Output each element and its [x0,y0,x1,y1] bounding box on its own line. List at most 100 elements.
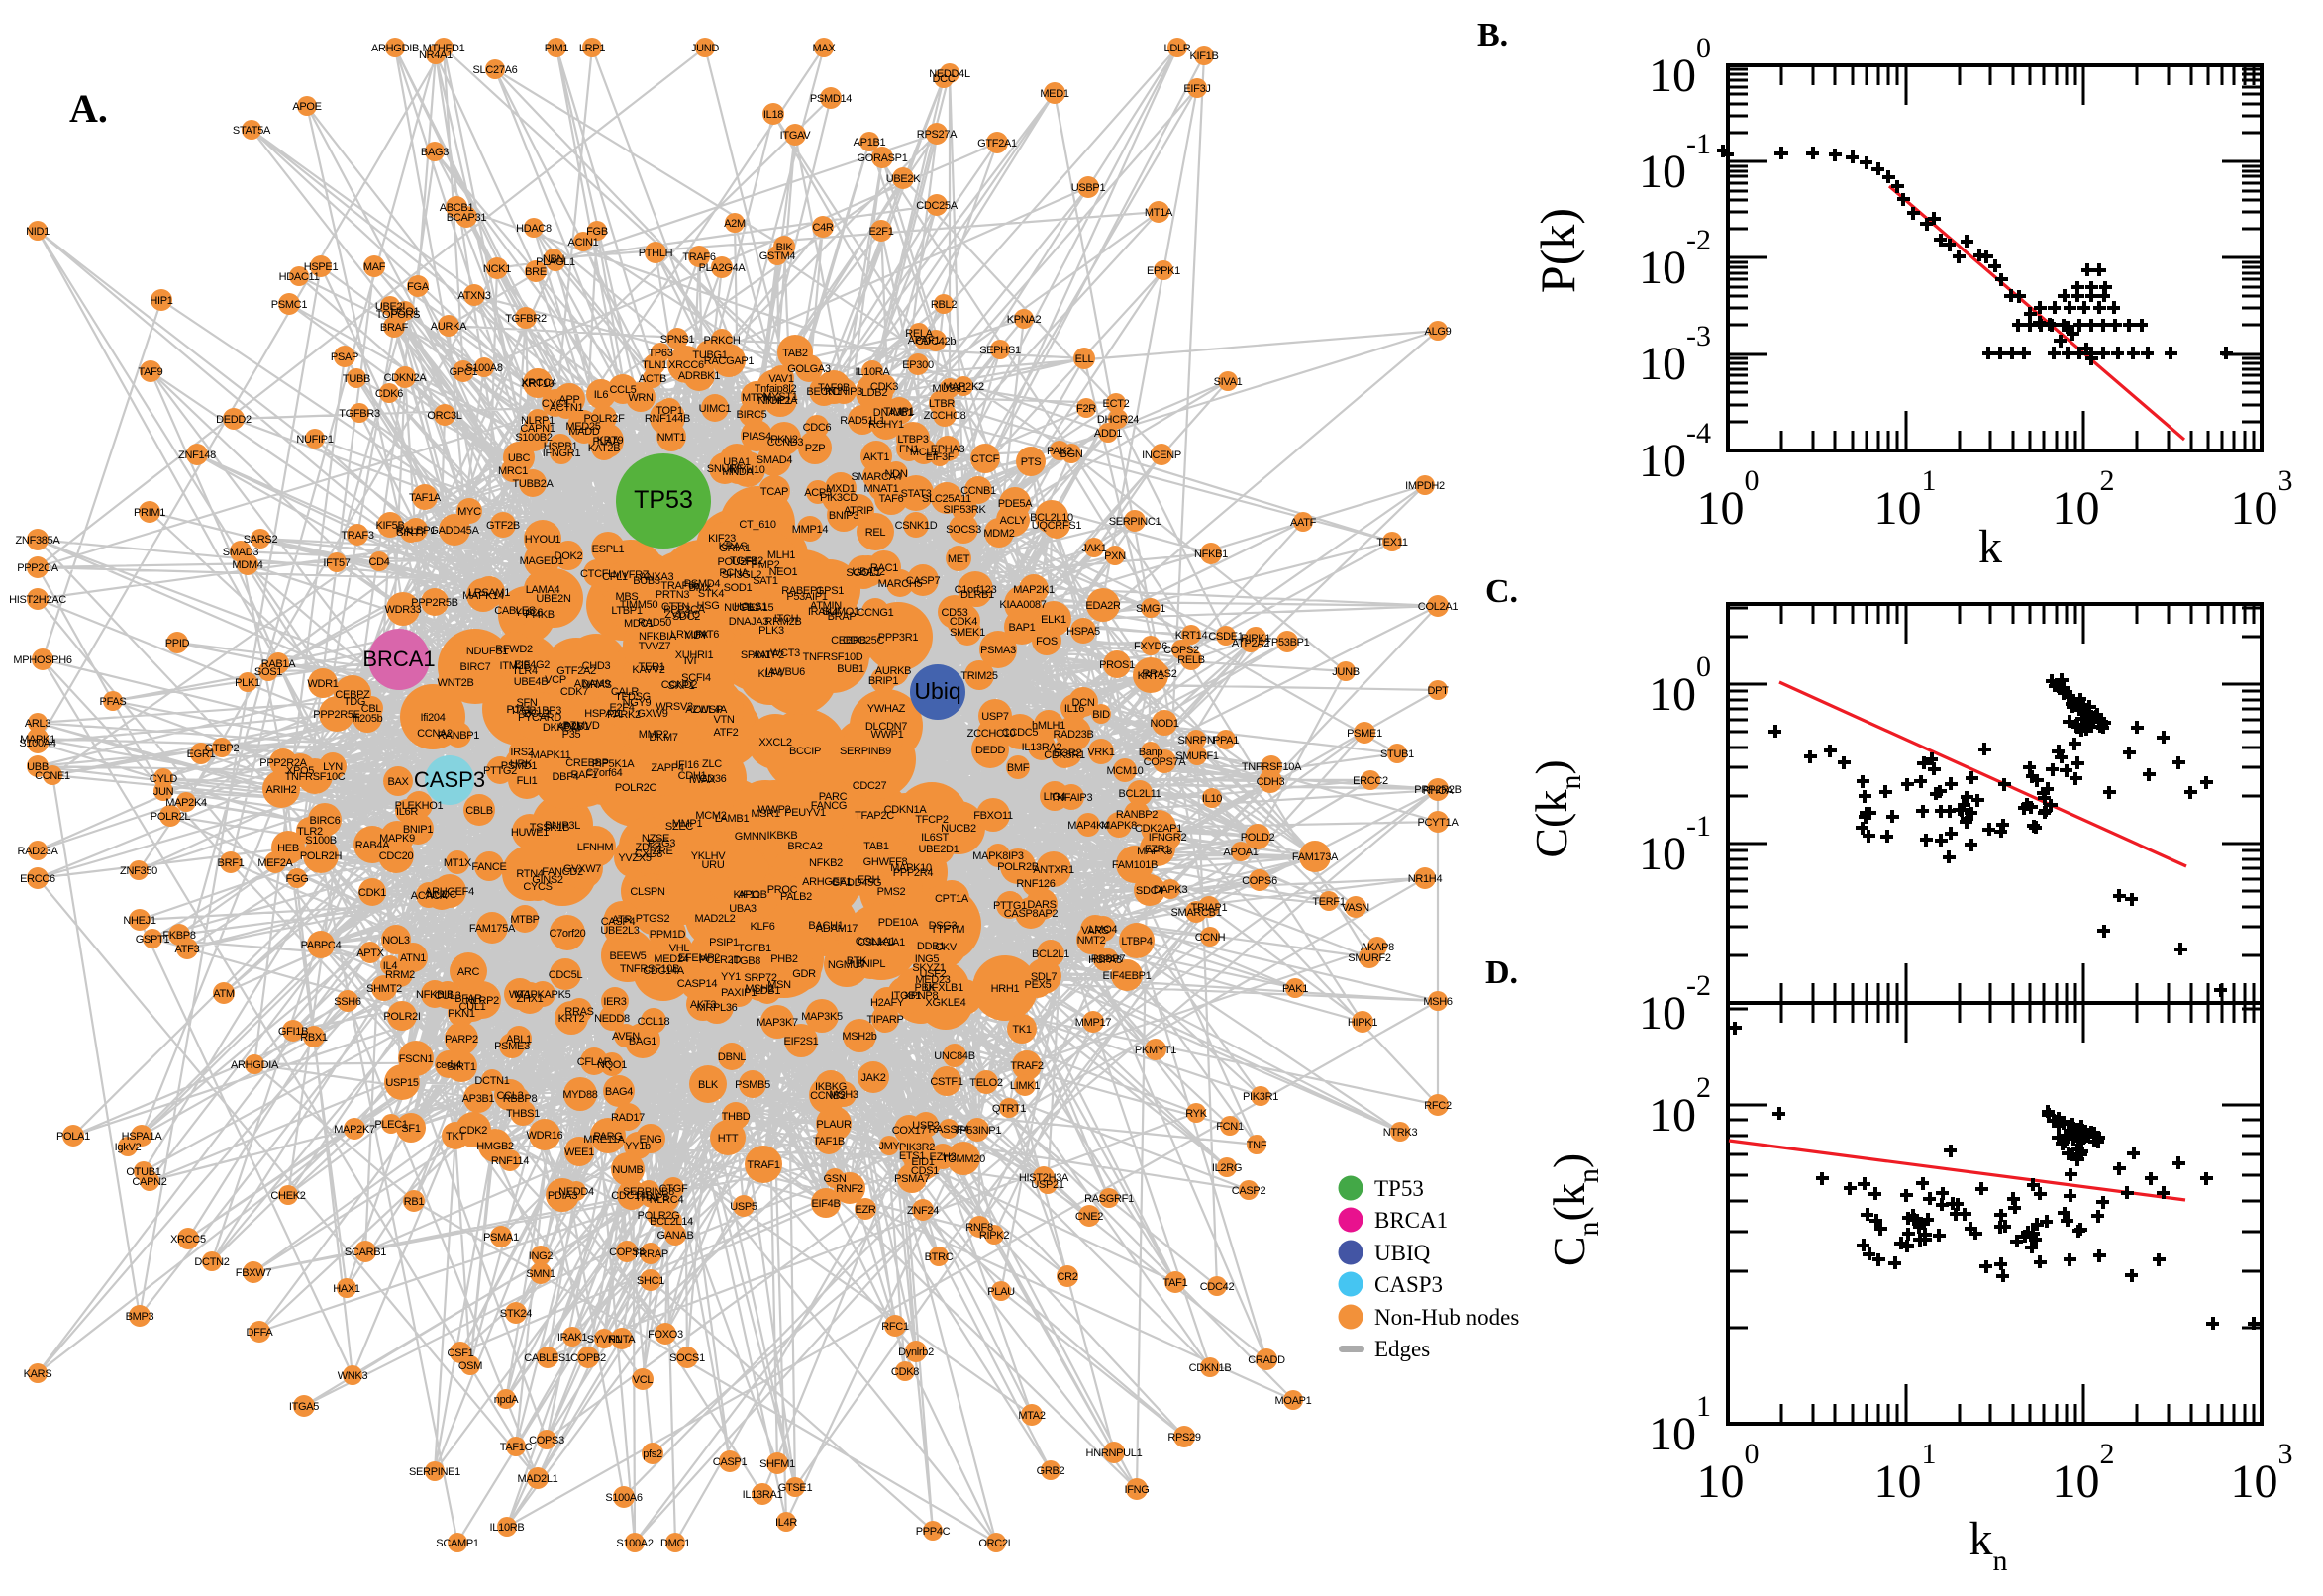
svg-text:APOA1: APOA1 [1223,847,1258,858]
svg-text:AKT3: AKT3 [690,999,716,1011]
svg-text:PSMA3: PSMA3 [980,645,1016,656]
svg-text:UBE4B: UBE4B [514,676,549,688]
svg-text:MAPK3: MAPK3 [1137,846,1172,857]
svg-text:RAD23A: RAD23A [18,846,59,857]
svg-text:PIK3R1: PIK3R1 [1243,1091,1278,1103]
svg-text:TNFRSF10D: TNFRSF10D [803,651,863,663]
svg-text:KIAA0087: KIAA0087 [999,599,1046,611]
svg-text:BCL2: BCL2 [524,708,550,720]
svg-text:ACLY: ACLY [1000,515,1028,527]
svg-text:HAX1: HAX1 [333,1283,360,1295]
svg-text:RASGRF1: RASGRF1 [1084,1193,1134,1205]
svg-text:COPS8: COPS8 [609,1247,645,1258]
svg-text:ced-4: ced-4 [436,1059,461,1071]
svg-text:HEB: HEB [277,843,299,854]
svg-text:MDC1: MDC1 [624,618,654,630]
svg-text:NRAS: NRAS [582,679,611,691]
svg-text:AATF2: AATF2 [753,649,784,661]
svg-text:FNTA: FNTA [609,1334,637,1346]
svg-text:PAK2: PAK2 [1047,446,1072,457]
svg-text:TERF1: TERF1 [1312,896,1346,908]
svg-text:YY1b: YY1b [625,1141,651,1152]
svg-text:IgkV2: IgkV2 [115,1142,142,1153]
svg-text:CSNK1A1: CSNK1A1 [858,937,905,948]
svg-text:CHEK2: CHEK2 [270,1190,305,1202]
svg-text:MSH2: MSH2 [745,983,774,995]
svg-text:EFEMP2: EFEMP2 [678,952,720,964]
svg-text:RB1: RB1 [404,1196,425,1208]
svg-text:Dynlrb2: Dynlrb2 [898,1347,934,1358]
svg-text:PPP2R2B: PPP2R2B [1414,784,1461,796]
svg-text:k: k [1978,521,2002,573]
svg-text:RASSF4: RASSF4 [929,1124,969,1136]
svg-text:MLH1: MLH1 [767,549,795,561]
svg-text:MAX: MAX [813,43,837,54]
svg-text:MDM4: MDM4 [232,559,262,571]
svg-text:MAP2K1: MAP2K1 [1013,584,1055,596]
svg-text:RTN4: RTN4 [516,868,544,880]
svg-text:RPS27A: RPS27A [917,129,958,141]
svg-text:PAXIP1: PAXIP1 [721,987,757,999]
svg-text:BIRC7: BIRC7 [460,661,491,673]
svg-text:TELO2: TELO2 [969,1077,1003,1089]
svg-text:RNF2: RNF2 [836,1183,863,1195]
svg-text:CDK4: CDK4 [950,616,977,628]
svg-text:EP300: EP300 [902,359,934,371]
svg-text:XPNP8: XPNP8 [904,990,939,1002]
svg-text:ATF2: ATF2 [714,727,739,739]
svg-text:GSPT1: GSPT1 [136,934,170,946]
svg-text:USP2: USP2 [912,1120,940,1132]
svg-text:PKMYT1: PKMYT1 [1135,1045,1176,1056]
svg-text:SERPINB9: SERPINB9 [840,746,891,757]
svg-text:NHEJ1: NHEJ1 [123,915,156,927]
svg-text:TGFBR2: TGFBR2 [505,313,547,325]
svg-text:CCND3: CCND3 [767,437,804,449]
svg-text:CASP4: CASP4 [601,916,636,928]
svg-text:RAC1: RAC1 [870,562,898,574]
svg-text:TGFB1: TGFB1 [738,943,771,954]
svg-text:PDE10A: PDE10A [878,917,919,929]
svg-text:MSN: MSN [767,979,791,991]
svg-text:PSME1: PSME1 [1347,728,1382,740]
svg-text:TLR4: TLR4 [512,665,538,677]
svg-text:CDC27: CDC27 [853,780,887,792]
svg-text:BMF: BMF [1007,762,1030,774]
svg-text:MMP17: MMP17 [1075,1017,1112,1029]
svg-text:UBB: UBB [27,761,49,773]
svg-text:SMN1: SMN1 [526,1268,556,1280]
svg-text:B.: B. [1477,17,1508,53]
svg-text:BTK: BTK [847,955,867,967]
svg-text:BAX: BAX [387,776,409,788]
svg-text:UBE2D1: UBE2D1 [919,844,960,855]
svg-text:RPS29: RPS29 [1167,1432,1201,1444]
svg-text:RBX1: RBX1 [300,1032,328,1044]
svg-text:AKT1: AKT1 [863,451,889,463]
svg-text:EZR: EZR [855,1204,875,1216]
svg-text:STAT3: STAT3 [900,488,931,500]
svg-text:CREBBP: CREBBP [565,757,608,769]
svg-text:KRT10: KRT10 [522,378,555,390]
svg-text:NZSE: NZSE [642,833,669,845]
svg-text:IFI16: IFI16 [675,759,699,771]
svg-text:LYN: LYN [323,761,343,773]
svg-text:PSMD4: PSMD4 [684,578,721,590]
svg-text:IL18: IL18 [763,109,783,121]
svg-text:SFN: SFN [516,697,537,709]
svg-text:GRB2: GRB2 [1037,1465,1065,1477]
svg-text:ADRBK1: ADRBK1 [678,370,720,382]
svg-text:POLR2C: POLR2C [615,782,657,794]
svg-text:ERCC6: ERCC6 [20,873,55,885]
svg-text:USO1: USO1 [391,306,420,318]
svg-text:NEDD4: NEDD4 [558,1186,594,1198]
svg-text:SOCS3: SOCS3 [946,524,981,536]
svg-text:NID1: NID1 [26,226,50,238]
svg-text:MED1: MED1 [1040,88,1069,100]
svg-text:SCAMP1: SCAMP1 [436,1538,479,1549]
svg-text:PSMD1: PSMD1 [501,760,538,772]
svg-text:MTA2: MTA2 [1018,1410,1046,1422]
svg-text:NFKBIB: NFKBIB [416,989,454,1001]
svg-text:KRT14: KRT14 [1175,630,1208,642]
svg-text:RACGAP1: RACGAP1 [704,355,755,367]
svg-text:MDM2: MDM2 [983,528,1014,540]
svg-text:DEDD2: DEDD2 [216,414,252,426]
